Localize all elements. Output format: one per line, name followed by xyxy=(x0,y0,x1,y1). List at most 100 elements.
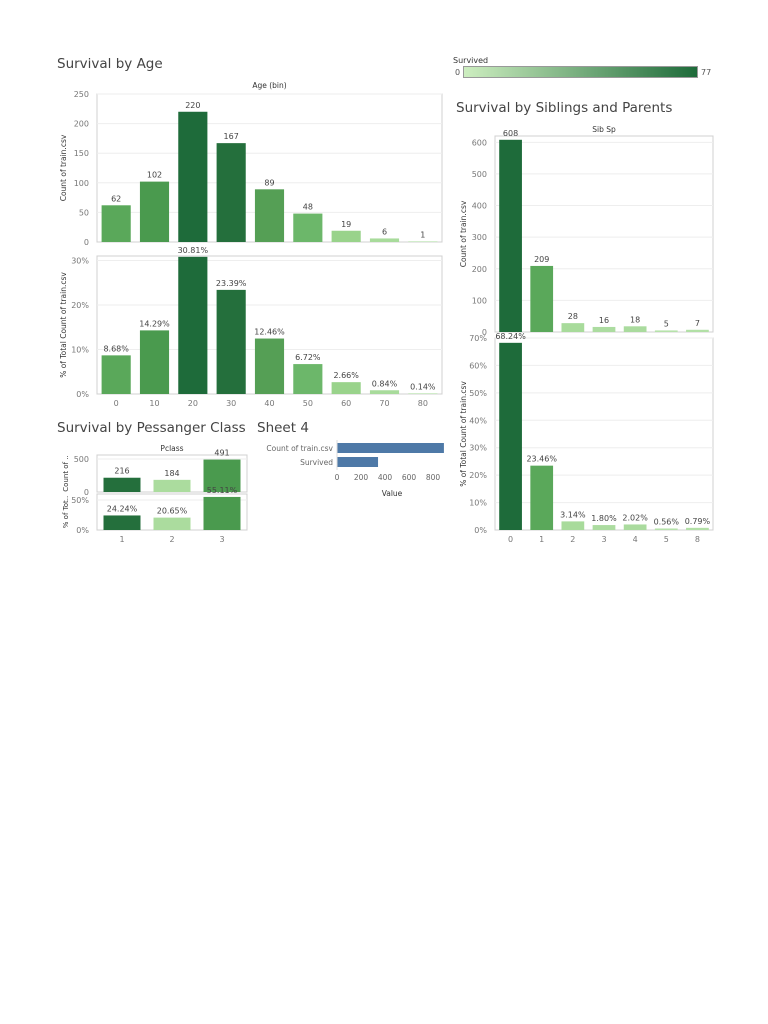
x-tick-label: 70 xyxy=(379,399,389,408)
data-label: 6.72% xyxy=(295,353,321,362)
y-tick-label: 60% xyxy=(469,361,487,370)
bar xyxy=(530,465,554,530)
data-label: 30.81% xyxy=(178,246,209,255)
x-tick-label: 20 xyxy=(188,399,198,408)
bar xyxy=(499,342,522,530)
data-label: 20.65% xyxy=(157,507,188,516)
data-label: 12.46% xyxy=(254,328,285,337)
y-tick-label: 50% xyxy=(469,389,487,398)
y-tick-label: 100 xyxy=(74,179,89,188)
x-tick-label: 0 xyxy=(114,399,119,408)
bar xyxy=(103,515,141,530)
data-label: 8.68% xyxy=(103,344,129,353)
bar xyxy=(369,238,400,242)
x-tick-label: 8 xyxy=(695,535,700,544)
data-label: 216 xyxy=(114,467,129,476)
y-tick-label: 0% xyxy=(76,390,89,399)
y-tick-label: 10% xyxy=(469,499,487,508)
data-label: 184 xyxy=(164,469,179,478)
bar xyxy=(153,517,191,530)
data-label: 0.14% xyxy=(410,382,436,391)
data-label: 1 xyxy=(420,230,425,239)
y-axis-label: Count of train.csv xyxy=(59,134,68,201)
bar xyxy=(686,329,709,332)
data-label: 167 xyxy=(224,132,239,141)
data-label: 0.79% xyxy=(685,517,711,526)
y-tick-label: 50 xyxy=(79,208,89,217)
data-label: 14.29% xyxy=(139,319,170,328)
x-tick-label: 40 xyxy=(264,399,274,408)
y-tick-label: 10% xyxy=(71,345,89,354)
pclass-chart: Pclass 0 500 Count of .. 216 184 491 0% 50%% of … xyxy=(62,444,248,544)
legend-title: Survived xyxy=(453,56,489,65)
bar xyxy=(153,479,191,492)
panel-frame xyxy=(494,337,714,531)
x-tick-label: 2 xyxy=(570,535,575,544)
bar xyxy=(331,382,361,394)
y-axis-label: % of Total Count of train.csv xyxy=(459,381,468,487)
bar xyxy=(216,143,246,242)
bar xyxy=(103,477,141,492)
x-tick-label: 200 xyxy=(354,473,369,482)
y-axis-label: Count of train.csv xyxy=(459,200,468,267)
data-label: 0.84% xyxy=(372,379,398,388)
y-tick-label: 100 xyxy=(472,296,487,305)
data-label: 16 xyxy=(599,316,609,325)
y-axis-label: % of Tot.. xyxy=(62,496,70,528)
data-label: 1.80% xyxy=(591,514,617,523)
data-label: 6 xyxy=(382,227,387,236)
sibsp-chart: Sib Sp 0 100 200 300 400 500 600 Count of train.… xyxy=(459,125,714,544)
bar xyxy=(499,139,522,332)
data-label: 2.02% xyxy=(622,513,648,522)
y-tick-label: 600 xyxy=(472,138,487,147)
category-label: Survived xyxy=(300,458,333,467)
data-label: 3.14% xyxy=(560,510,586,519)
data-label: 55.11% xyxy=(207,486,238,495)
bar xyxy=(337,443,444,453)
bar xyxy=(592,326,616,332)
data-label: 24.24% xyxy=(107,504,138,513)
bar xyxy=(293,213,323,242)
y-tick-label: 70% xyxy=(469,334,487,343)
bar xyxy=(203,459,241,492)
bar xyxy=(178,256,208,394)
y-axis-label: % of Total Count of train.csv xyxy=(59,272,68,378)
bar xyxy=(254,338,285,394)
x-tick-label: 10 xyxy=(149,399,159,408)
data-label: 48 xyxy=(303,203,313,212)
y-tick-label: 0 xyxy=(482,328,487,337)
data-label: 608 xyxy=(503,129,518,138)
data-label: 23.46% xyxy=(526,455,557,464)
y-tick-label: 20% xyxy=(71,301,89,310)
category-label: Count of train.csv xyxy=(266,444,333,453)
x-tick-label: 60 xyxy=(341,399,351,408)
y-tick-label: 200 xyxy=(472,265,487,274)
y-tick-label: 0% xyxy=(474,526,487,535)
y-tick-label: 40% xyxy=(469,416,487,425)
bar xyxy=(101,205,131,242)
x-tick-label: 30 xyxy=(226,399,236,408)
x-tick-label: 4 xyxy=(633,535,638,544)
data-label: 19 xyxy=(341,220,351,229)
x-tick-label: 800 xyxy=(426,473,441,482)
y-tick-label: 500 xyxy=(472,170,487,179)
bar xyxy=(623,326,647,332)
panel-frame xyxy=(494,135,714,333)
y-tick-label: 30% xyxy=(71,256,89,265)
bar xyxy=(203,496,241,530)
data-label: 102 xyxy=(147,171,162,180)
x-tick-label: 0 xyxy=(335,473,340,482)
legend-gradient-bar xyxy=(463,66,698,78)
data-label: 7 xyxy=(695,319,700,328)
bar xyxy=(369,390,400,394)
bar xyxy=(408,393,438,394)
x-tick-label: 1 xyxy=(119,535,124,544)
y-tick-label: 500 xyxy=(74,455,89,464)
age-chart-title: Survival by Age xyxy=(57,56,163,72)
legend-max: 77 xyxy=(701,68,712,77)
y-tick-label: 400 xyxy=(472,202,487,211)
y-axis-label: Count of .. xyxy=(62,455,70,491)
data-label: 68.24% xyxy=(495,332,526,341)
y-tick-label: 30% xyxy=(469,444,487,453)
